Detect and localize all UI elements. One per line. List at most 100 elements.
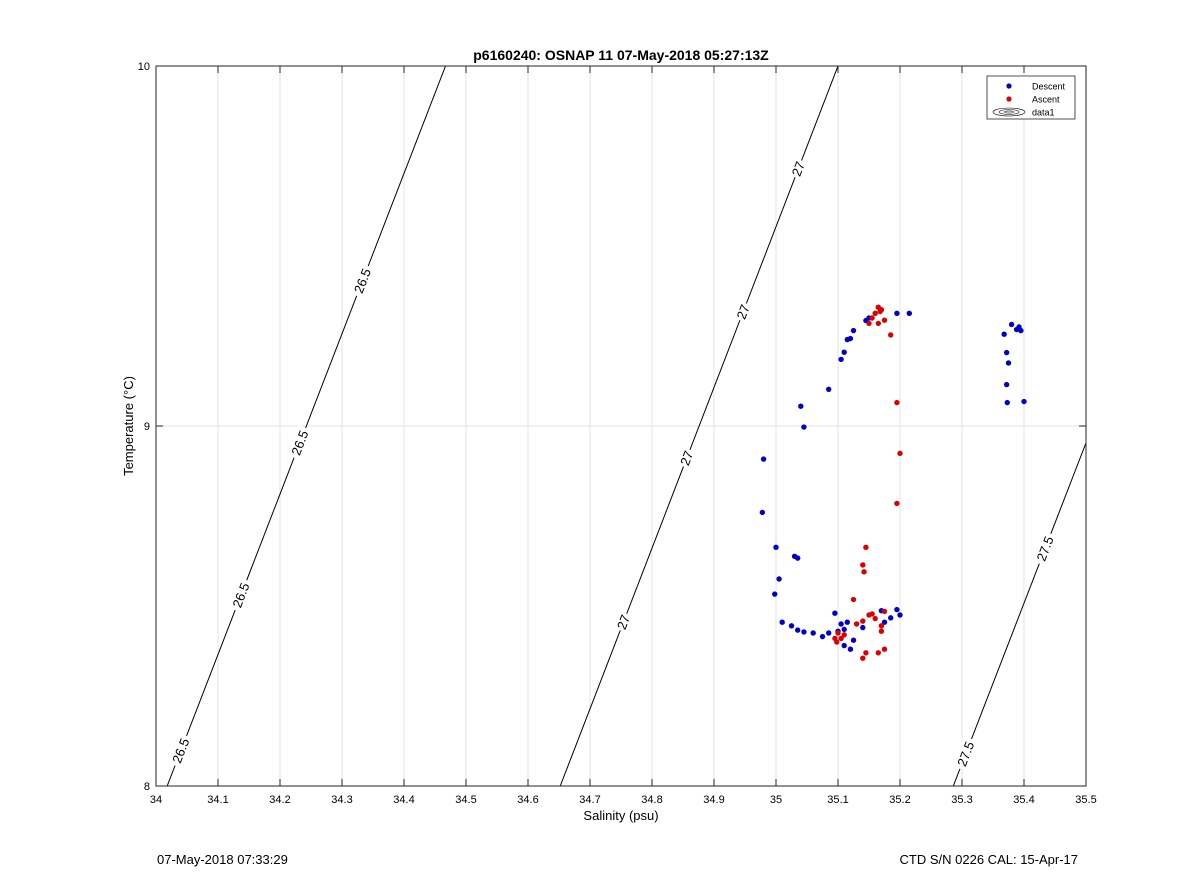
- ascent-point: [860, 618, 866, 624]
- contour-label-bg: [787, 157, 808, 180]
- x-tick-label: 34.1: [207, 794, 228, 806]
- contour-label: 27: [676, 446, 696, 469]
- descent-point: [772, 591, 778, 597]
- x-tick-label: 34.6: [517, 794, 538, 806]
- descent-point: [826, 630, 832, 636]
- contour-label-bg: [286, 425, 312, 460]
- descent-point: [832, 610, 838, 616]
- legend-label-ascent: Ascent: [1032, 95, 1060, 105]
- contour-label-text: 27: [614, 613, 633, 632]
- descent-point: [906, 310, 912, 317]
- footer-timestamp: 07-May-2018 07:33:29: [157, 852, 288, 867]
- descent-point: [795, 627, 801, 633]
- ascent-point: [869, 611, 875, 617]
- x-tick-label: 34.2: [269, 794, 290, 806]
- footer-ctd-calibration: CTD S/N 0226 CAL: 15-Apr-17: [899, 852, 1078, 867]
- descent-point: [844, 336, 850, 343]
- legend-marker-descent: [1006, 83, 1012, 89]
- descent-point: [759, 509, 766, 516]
- ascent-point: [881, 646, 888, 652]
- descent-point: [894, 310, 900, 317]
- descent-point: [1018, 327, 1024, 334]
- grid-lines: [156, 66, 1086, 786]
- contour-label-bg: [227, 577, 253, 613]
- contour-label: 27: [612, 610, 633, 633]
- ascent-point: [881, 608, 888, 615]
- contour-label-text: 27: [734, 302, 753, 321]
- chart-title: p6160240: OSNAP 11 07-May-2018 05:27:13Z: [473, 47, 769, 63]
- isopycnal-27.5: [952, 441, 1086, 786]
- contour-label: 27: [732, 300, 753, 323]
- ascent-point: [869, 315, 875, 321]
- ascent-point: [850, 596, 857, 603]
- ascent-point: [894, 399, 900, 406]
- ascent-point: [881, 317, 888, 323]
- ascent-point: [875, 320, 881, 327]
- y-tick-label: 10: [138, 61, 150, 73]
- descent-point: [776, 576, 782, 582]
- descent-point: [826, 386, 832, 392]
- y-tick-label: 8: [144, 781, 150, 793]
- x-tick-label: 35.3: [951, 794, 972, 806]
- descent-point: [847, 646, 854, 652]
- contour-label-bg: [167, 732, 193, 768]
- ascent-point: [877, 308, 883, 315]
- descent-point: [841, 642, 847, 649]
- descent-point: [894, 606, 900, 613]
- descent-point: [841, 349, 847, 355]
- x-tick-label: 34.3: [331, 794, 352, 806]
- ascent-point: [860, 562, 866, 568]
- contour-label-bg: [676, 446, 696, 469]
- contour-label-bg: [1031, 530, 1057, 566]
- x-tick-labels: 34 34.1 34.2 34.3 34.4 34.5 34.6 34.7 34.8 34.9 35…: [150, 794, 1097, 806]
- contour-label-bg: [952, 736, 978, 772]
- descent-point: [1013, 326, 1020, 333]
- ascent-point: [875, 650, 881, 656]
- contour-label-text: 27: [789, 159, 808, 178]
- descent-point: [1021, 398, 1027, 405]
- descent-point: [788, 623, 795, 629]
- x-tick-label: 35.4: [1013, 794, 1034, 806]
- x-axis-label: Salinity (psu): [583, 808, 658, 823]
- x-tick-label: 34.7: [579, 794, 600, 806]
- x-tick-label: 35.5: [1075, 794, 1096, 806]
- contour-label-bg: [349, 263, 374, 298]
- ascent-point: [863, 544, 869, 551]
- descent-point: [1003, 381, 1010, 388]
- legend-box: [986, 75, 1076, 120]
- descent-point: [801, 424, 807, 430]
- descent-point: [1008, 321, 1015, 328]
- ascent-point: [894, 500, 900, 507]
- descent-point: [850, 327, 857, 334]
- descent-point: [795, 555, 801, 561]
- descent-point: [888, 615, 894, 621]
- ascent-point: [861, 569, 867, 575]
- ascent-point: [853, 621, 860, 627]
- descent-point: [819, 633, 826, 640]
- legend-contour-icon: [992, 107, 1026, 117]
- legend-label-descent: Descent: [1032, 82, 1066, 92]
- x-tick-label: 34.9: [703, 794, 724, 806]
- ascent-point: [834, 639, 840, 645]
- y-tick-label: 9: [144, 421, 150, 433]
- isopycnal-27: [559, 66, 839, 786]
- axis-ticks: [155, 65, 1087, 787]
- ascent-point: [841, 632, 847, 638]
- descent-point: [844, 619, 850, 625]
- contour-label-bg: [732, 300, 752, 323]
- x-tick-label: 35.2: [889, 794, 910, 806]
- density-contours: [166, 66, 1086, 786]
- descent-point: [760, 456, 767, 462]
- descent-point: [801, 629, 807, 635]
- descent-point: [779, 619, 785, 625]
- ascent-point: [878, 628, 885, 634]
- ascent-point: [838, 635, 844, 642]
- x-tick-label: 35.1: [827, 794, 848, 806]
- ascent-point: [888, 332, 894, 338]
- data-points: [759, 304, 1027, 661]
- x-tick-label: 34.4: [393, 794, 414, 806]
- x-tick-label: 34.8: [641, 794, 662, 806]
- legend-marker-ascent: [1006, 96, 1012, 102]
- isopycnal-26.5: [166, 66, 447, 786]
